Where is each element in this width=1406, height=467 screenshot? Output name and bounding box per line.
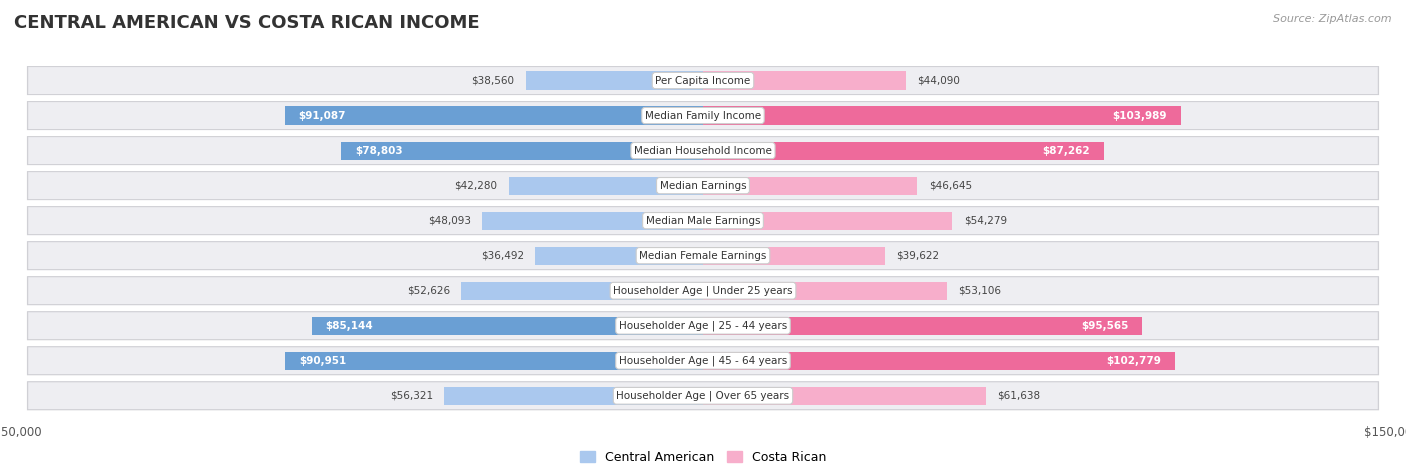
FancyBboxPatch shape [28, 67, 1378, 94]
Text: $87,262: $87,262 [1042, 146, 1090, 156]
FancyBboxPatch shape [28, 242, 1378, 269]
Bar [703, 352, 1175, 370]
Bar [703, 106, 1181, 125]
Bar [703, 247, 884, 265]
FancyBboxPatch shape [28, 347, 1378, 375]
Bar [703, 142, 1104, 160]
Bar [482, 212, 703, 230]
Text: $78,803: $78,803 [354, 146, 402, 156]
FancyBboxPatch shape [27, 381, 1379, 410]
FancyBboxPatch shape [28, 137, 1378, 164]
Text: Median Household Income: Median Household Income [634, 146, 772, 156]
FancyBboxPatch shape [27, 136, 1379, 165]
Text: $90,951: $90,951 [299, 356, 346, 366]
FancyBboxPatch shape [28, 172, 1378, 199]
Bar [509, 177, 703, 195]
FancyBboxPatch shape [27, 346, 1379, 375]
FancyBboxPatch shape [28, 382, 1378, 410]
Bar [703, 282, 946, 300]
Bar [342, 142, 703, 160]
Text: $44,090: $44,090 [917, 76, 960, 85]
Bar [536, 247, 703, 265]
FancyBboxPatch shape [27, 206, 1379, 235]
Bar [703, 317, 1142, 335]
Text: $52,626: $52,626 [406, 286, 450, 296]
Text: $39,622: $39,622 [897, 251, 939, 261]
Text: $91,087: $91,087 [298, 111, 346, 120]
Text: Median Earnings: Median Earnings [659, 181, 747, 191]
Text: $85,144: $85,144 [326, 321, 374, 331]
Bar [284, 106, 703, 125]
FancyBboxPatch shape [27, 66, 1379, 95]
Text: Householder Age | 45 - 64 years: Householder Age | 45 - 64 years [619, 355, 787, 366]
Text: $42,280: $42,280 [454, 181, 498, 191]
Text: Median Female Earnings: Median Female Earnings [640, 251, 766, 261]
FancyBboxPatch shape [27, 276, 1379, 305]
Text: $61,638: $61,638 [998, 391, 1040, 401]
Text: $36,492: $36,492 [481, 251, 524, 261]
Text: $53,106: $53,106 [959, 286, 1001, 296]
FancyBboxPatch shape [27, 101, 1379, 130]
FancyBboxPatch shape [27, 171, 1379, 200]
Text: $95,565: $95,565 [1081, 321, 1128, 331]
Text: Source: ZipAtlas.com: Source: ZipAtlas.com [1274, 14, 1392, 24]
FancyBboxPatch shape [28, 102, 1378, 129]
Legend: Central American, Costa Rican: Central American, Costa Rican [575, 446, 831, 467]
FancyBboxPatch shape [28, 277, 1378, 304]
Bar [285, 352, 703, 370]
Bar [461, 282, 703, 300]
FancyBboxPatch shape [27, 311, 1379, 340]
Bar [444, 387, 703, 405]
Bar [312, 317, 703, 335]
Bar [526, 71, 703, 90]
Text: $54,279: $54,279 [963, 216, 1007, 226]
Bar [703, 212, 952, 230]
Text: Householder Age | Over 65 years: Householder Age | Over 65 years [616, 390, 790, 401]
Text: $46,645: $46,645 [929, 181, 972, 191]
Text: Median Family Income: Median Family Income [645, 111, 761, 120]
Text: $102,779: $102,779 [1107, 356, 1161, 366]
Bar [703, 177, 917, 195]
Text: CENTRAL AMERICAN VS COSTA RICAN INCOME: CENTRAL AMERICAN VS COSTA RICAN INCOME [14, 14, 479, 32]
FancyBboxPatch shape [28, 312, 1378, 340]
Text: Median Male Earnings: Median Male Earnings [645, 216, 761, 226]
Bar [703, 71, 905, 90]
Text: $38,560: $38,560 [471, 76, 515, 85]
Text: $103,989: $103,989 [1112, 111, 1167, 120]
FancyBboxPatch shape [27, 241, 1379, 270]
Text: Per Capita Income: Per Capita Income [655, 76, 751, 85]
Text: $56,321: $56,321 [389, 391, 433, 401]
Text: $48,093: $48,093 [427, 216, 471, 226]
Text: Householder Age | Under 25 years: Householder Age | Under 25 years [613, 285, 793, 296]
Text: Householder Age | 25 - 44 years: Householder Age | 25 - 44 years [619, 320, 787, 331]
Bar [703, 387, 986, 405]
FancyBboxPatch shape [28, 207, 1378, 234]
